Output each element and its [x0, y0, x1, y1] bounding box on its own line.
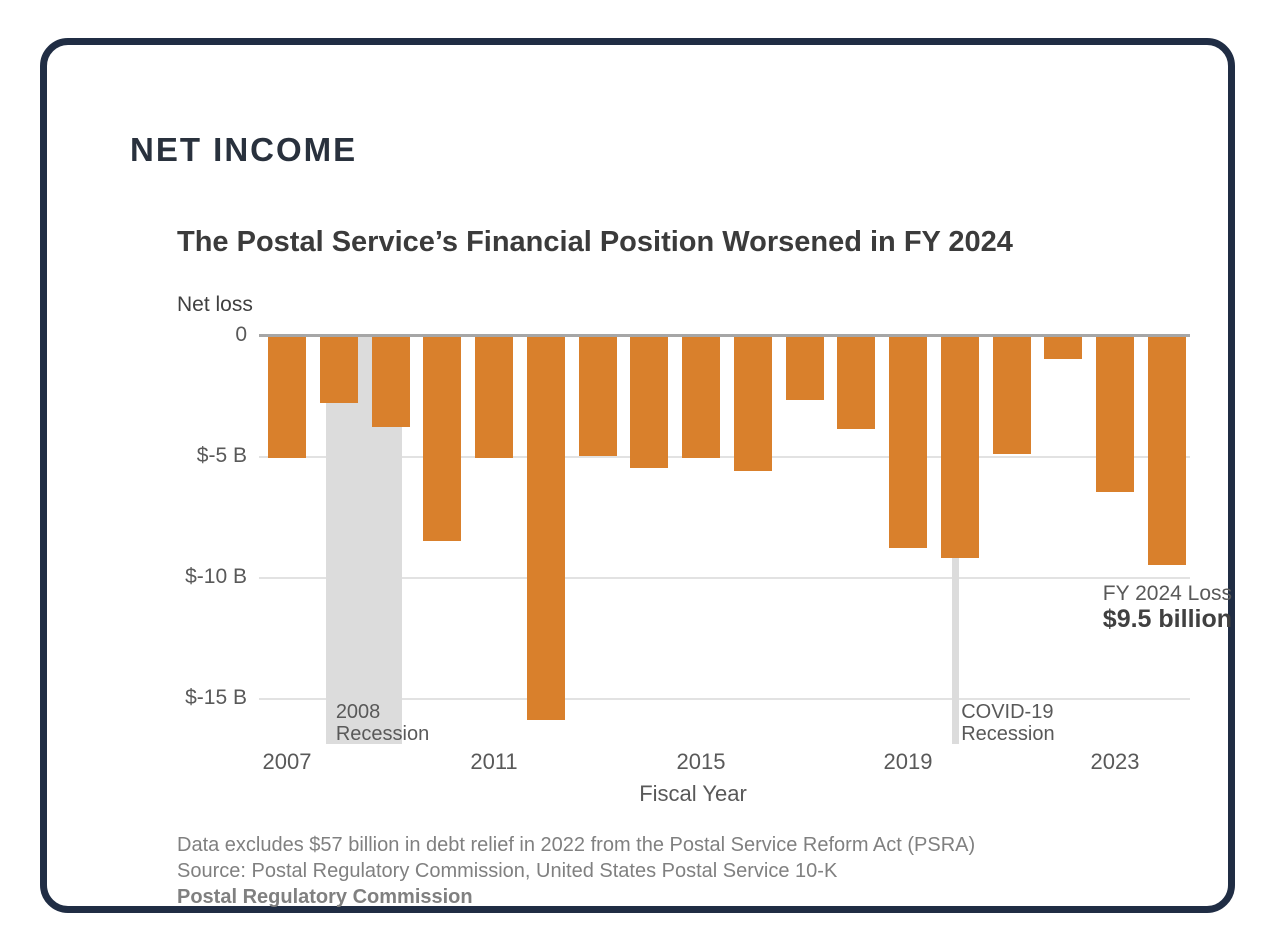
fy2024-loss-label: FY 2024 Loss — [1102, 582, 1232, 605]
bar-2021 — [992, 336, 1031, 454]
bar-2020 — [940, 336, 979, 558]
report-card: NET INCOME The Postal Service’s Financia… — [40, 38, 1235, 913]
bar-chart-plot: 2008 Recession COVID-19 Recession — [259, 334, 1190, 745]
bar-2014 — [630, 336, 669, 469]
fy2024-loss-annotation: FY 2024 Loss $9.5 billion — [982, 582, 1232, 633]
2008-recession-label: 2008 Recession — [335, 701, 430, 745]
gridline--10B — [259, 577, 1190, 579]
y-tick-label--10: $-10 B — [185, 565, 247, 588]
bar-2019 — [889, 336, 927, 548]
gridline--5B — [259, 456, 1190, 458]
x-tick-label-2015: 2015 — [676, 749, 726, 774]
bar-2018 — [837, 336, 876, 430]
bar-2015 — [682, 336, 720, 459]
x-tick-label-2011: 2011 — [470, 749, 518, 774]
bar-2010 — [423, 336, 462, 541]
y-tick-label-0: 0 — [235, 323, 247, 346]
bar-2022 — [1044, 336, 1083, 360]
page-title: NET INCOME — [130, 131, 358, 168]
gridline--15B — [259, 698, 1190, 700]
bar-2008 — [319, 336, 358, 403]
bar-2013 — [578, 336, 617, 456]
x-tick-label-2019: 2019 — [883, 749, 933, 774]
x-tick-label-2023: 2023 — [1090, 749, 1140, 774]
x-tick-label-2007: 2007 — [262, 749, 312, 774]
x-axis-title: Fiscal Year — [639, 781, 747, 806]
footer-source: Source: Postal Regulatory Commission, Un… — [177, 860, 838, 882]
bar-2023 — [1096, 336, 1134, 493]
bar-2009 — [371, 336, 410, 427]
y-axis-title: Net loss — [177, 293, 253, 316]
footer-note: Data excludes $57 billion in debt relief… — [177, 834, 976, 856]
y-tick-label--15: $-15 B — [185, 686, 247, 709]
bar-2017 — [785, 336, 824, 401]
bar-2016 — [733, 336, 772, 471]
zero-axis-line — [259, 334, 1190, 337]
bar-2024 — [1147, 336, 1186, 565]
bar-2011 — [475, 336, 513, 459]
bar-2012 — [526, 336, 565, 720]
fy2024-loss-value: $9.5 billion — [1102, 605, 1232, 633]
bar-2007 — [268, 336, 306, 459]
covid-19-recession-label: COVID-19 Recession — [961, 701, 1055, 745]
y-tick-label--5: $-5 B — [196, 444, 247, 467]
footer: Data excludes $57 billion in debt relief… — [177, 832, 975, 910]
chart-title: The Postal Service’s Financial Position … — [177, 226, 1013, 258]
footer-organization: Postal Regulatory Commission — [177, 886, 473, 908]
